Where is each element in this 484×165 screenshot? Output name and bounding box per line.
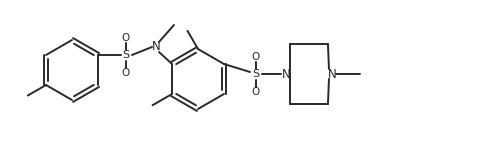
Text: S: S [122, 50, 129, 60]
Text: S: S [252, 69, 259, 79]
Text: O: O [121, 67, 130, 78]
Text: O: O [121, 33, 130, 43]
Text: O: O [251, 86, 259, 97]
Text: N: N [151, 40, 160, 53]
Text: O: O [251, 51, 259, 62]
Text: N: N [327, 67, 335, 81]
Text: N: N [281, 67, 290, 81]
